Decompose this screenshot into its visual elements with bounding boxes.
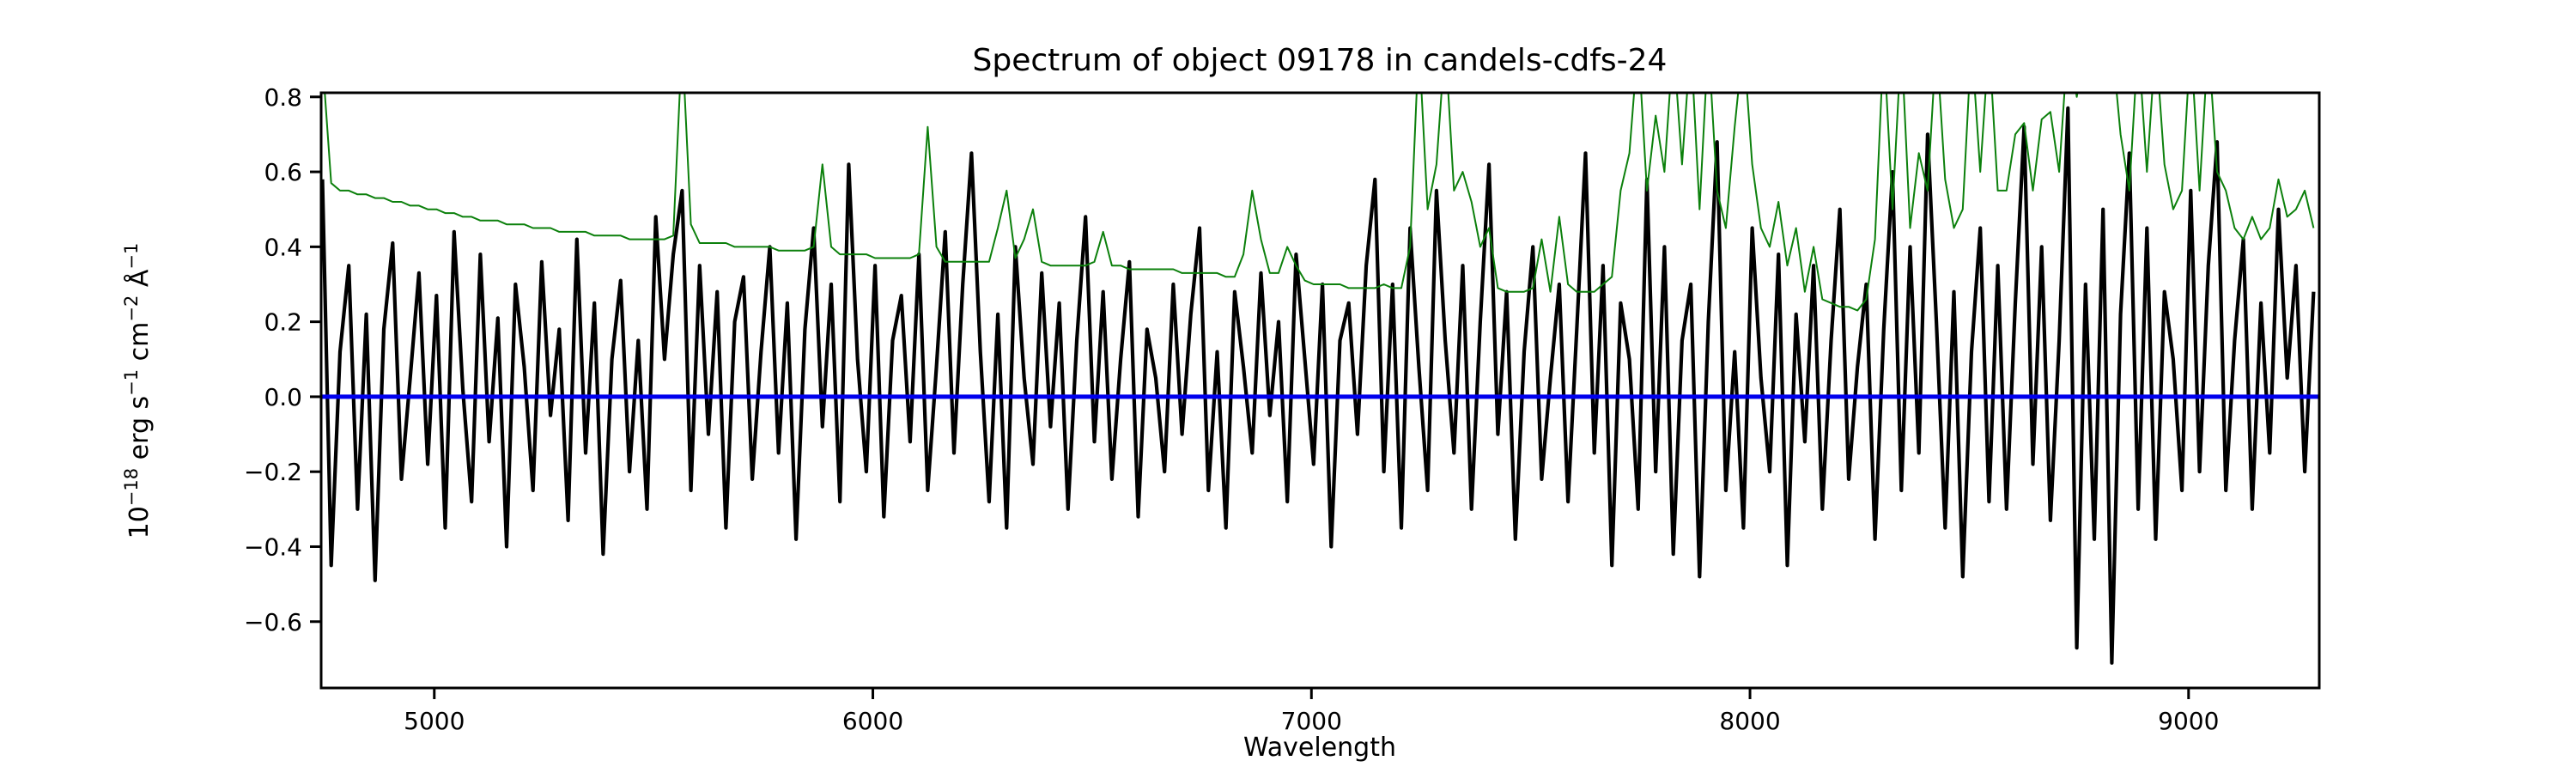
y-tick-label: −0.4 xyxy=(244,533,302,561)
y-tick-label: −0.6 xyxy=(244,608,302,636)
x-tick-label: 9000 xyxy=(2158,707,2219,735)
y-tick-label: 0.4 xyxy=(264,233,302,261)
y-tick-label: 0.8 xyxy=(264,83,302,112)
y-axis-label: 10−18 erg s−1 cm−2 Å−1 xyxy=(121,243,155,539)
x-tick-label: 6000 xyxy=(842,707,903,735)
flux-series-line xyxy=(321,106,2316,665)
series-group xyxy=(321,93,2319,665)
x-tick-label: 5000 xyxy=(404,707,465,735)
y-axis-ticks: −0.6 −0.4 −0.2 0.0 0.2 0.4 0.6 0.8 xyxy=(244,83,321,636)
plot-title: Spectrum of object 09178 in candels-cdfs… xyxy=(973,43,1668,78)
x-axis-ticks: 5000 6000 7000 8000 9000 xyxy=(404,688,2219,735)
x-tick-label: 7000 xyxy=(1281,707,1342,735)
y-tick-label: 0.0 xyxy=(264,383,302,411)
y-tick-label: −0.2 xyxy=(244,458,302,486)
x-axis-label: Wavelength xyxy=(1243,733,1396,763)
y-tick-label: 0.2 xyxy=(264,308,302,337)
y-tick-label: 0.6 xyxy=(264,158,302,186)
plot-border xyxy=(319,91,2321,690)
x-tick-label: 8000 xyxy=(1719,707,1780,735)
noise-series-line xyxy=(324,93,2315,312)
